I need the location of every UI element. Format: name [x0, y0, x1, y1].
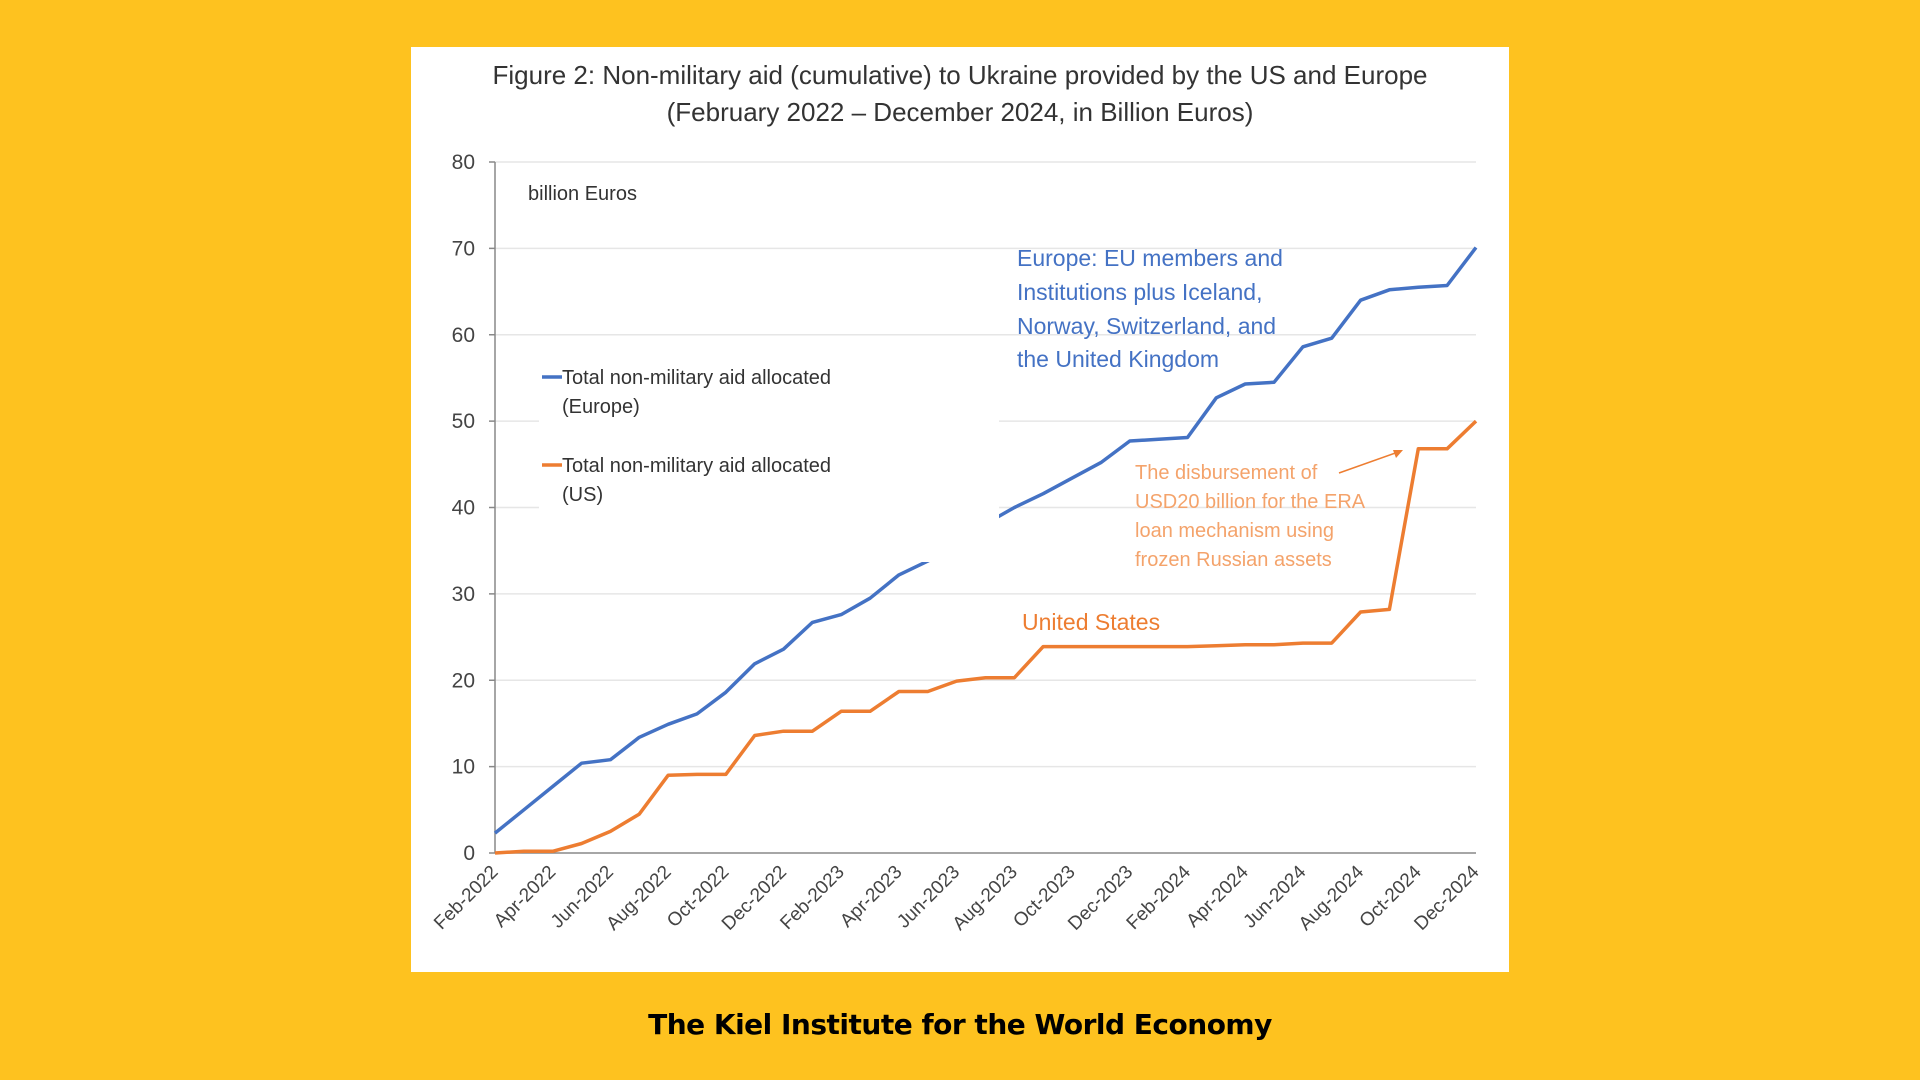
annotation-arrowhead	[1393, 450, 1403, 458]
y-tick-label: 40	[452, 497, 475, 520]
legend-background	[539, 362, 999, 562]
annotation-europe-line: Norway, Switzerland, and	[1017, 313, 1276, 339]
annotation-era-line: frozen Russian assets	[1135, 549, 1332, 571]
annotation-arrow	[1338, 450, 1402, 474]
annotation-era-line: The disbursement of	[1135, 462, 1318, 484]
legend-label-us-2: (US)	[562, 484, 603, 506]
legend-label-europe-2: (Europe)	[562, 396, 640, 418]
annotation-era-line: USD20 billion for the ERA	[1135, 491, 1366, 513]
x-axis: Feb-2022Apr-2022Jun-2022Aug-2022Oct-2022…	[430, 852, 1484, 935]
legend: Total non-military aid allocated (Europe…	[539, 362, 999, 562]
y-tick-label: 80	[452, 151, 475, 174]
annotation-europe-line: the United Kingdom	[1017, 346, 1219, 372]
legend-label-us-1: Total non-military aid allocated	[562, 455, 831, 477]
chart-card: Figure 2: Non-military aid (cumulative) …	[411, 47, 1509, 972]
series-line-us	[494, 419, 1478, 855]
y-tick-label: 0	[463, 842, 475, 865]
chart-title: Figure 2: Non-military aid (cumulative) …	[492, 60, 1428, 90]
line-chart: 0 10 20 30 40 50 60 70 80 Feb-2022Apr-2022Jun-20…	[430, 151, 1484, 935]
annotation-era-line: loan mechanism using	[1135, 520, 1334, 542]
chart-subtitle: (February 2022 – December 2024, in Billi…	[666, 97, 1254, 127]
y-tick-label: 30	[452, 583, 475, 606]
chart-title-block: Figure 2: Non-military aid (cumulative) …	[411, 57, 1509, 131]
x-tick-label: Feb-2024	[1123, 861, 1196, 934]
y-tick-label: 60	[452, 324, 475, 347]
y-tick-label: 50	[452, 410, 475, 433]
legend-label-europe-1: Total non-military aid allocated	[562, 367, 831, 389]
footer-institution: The Kiel Institute for the World Economy	[648, 1008, 1272, 1041]
y-axis: 0 10 20 30 40 50 60 70 80	[452, 151, 496, 865]
annotation-europe: Europe: EU members and Institutions plus…	[1017, 245, 1283, 372]
annotation-europe-line: Europe: EU members and	[1017, 245, 1283, 271]
annotation-era-note: The disbursement of USD20 billion for th…	[1135, 450, 1403, 571]
y-tick-label: 10	[452, 756, 475, 779]
y-axis-unit-label: billion Euros	[528, 183, 637, 205]
x-tick-label: Feb-2023	[776, 862, 848, 934]
annotation-europe-line: Institutions plus Iceland,	[1017, 279, 1262, 305]
annotation-us: United States	[1022, 609, 1160, 635]
y-tick-label: 20	[452, 669, 475, 692]
x-tick-label: Feb-2022	[430, 862, 502, 934]
y-tick-label: 70	[452, 237, 475, 260]
